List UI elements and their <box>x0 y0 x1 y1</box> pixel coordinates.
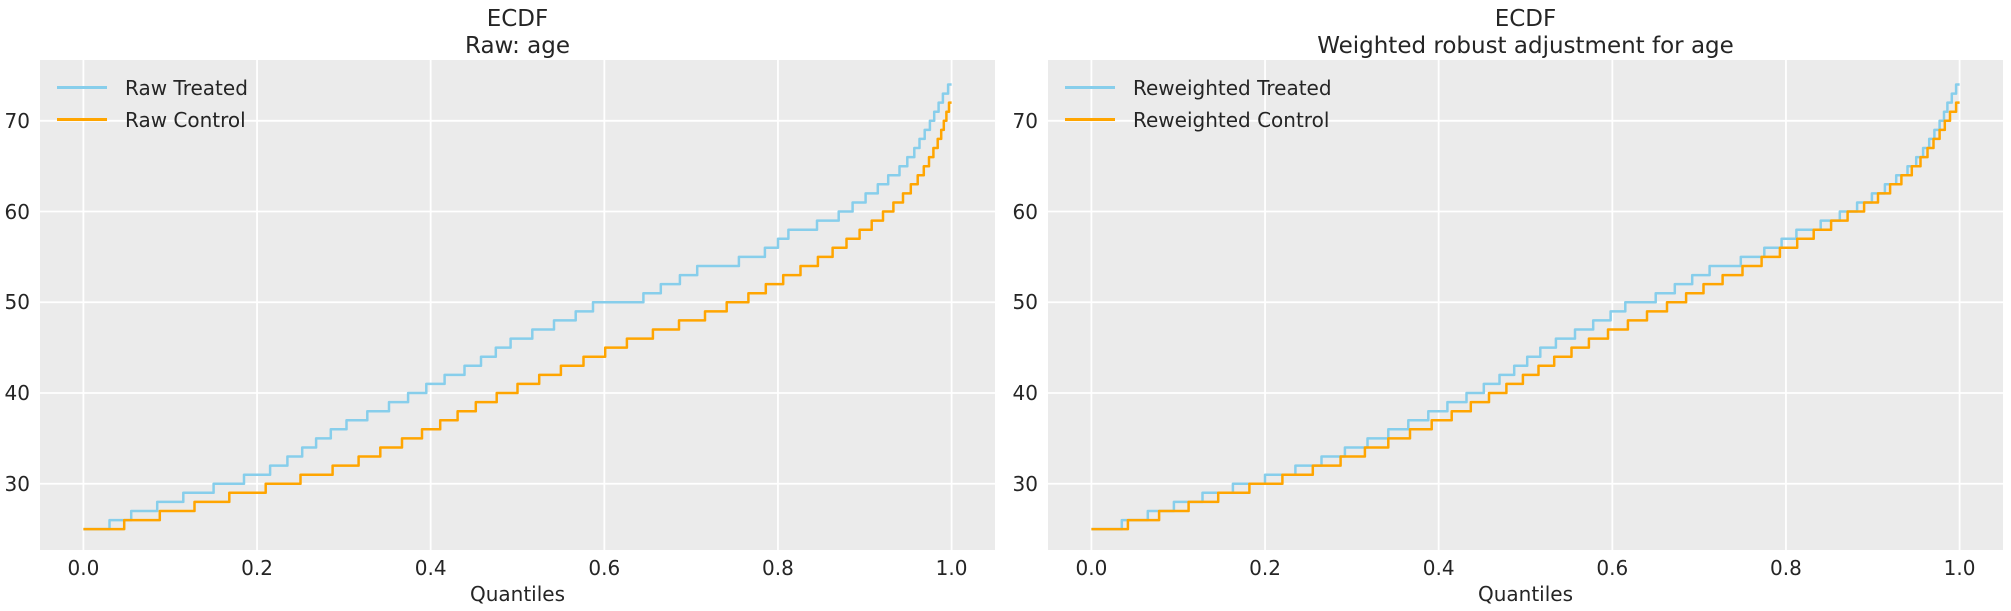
legend-label: Raw Control <box>125 107 246 132</box>
left-chart-legend: Raw Treated Raw Control <box>57 75 248 132</box>
right-x-axis-label: Quantiles <box>1477 582 1574 606</box>
y-tick-label: 30 <box>4 471 30 496</box>
left-chart-title-line2: Raw: age <box>464 33 571 59</box>
y-tick-label: 70 <box>4 108 30 133</box>
left-x-axis-label: Quantiles <box>469 582 566 606</box>
y-tick-label: 50 <box>4 290 30 315</box>
y-tick-label: 40 <box>1012 381 1038 406</box>
right-chart-legend: Reweighted Treated Reweighted Control <box>1065 75 1332 132</box>
right-chart-title-line1: ECDF <box>1494 6 1557 32</box>
control-line-swatch <box>1065 118 1115 121</box>
x-tick-label: 0.0 <box>1075 556 1108 580</box>
control-line-swatch <box>57 118 107 121</box>
raw-control-line <box>83 101 952 531</box>
x-tick-label: 0.6 <box>1596 556 1629 580</box>
y-tick-label: 50 <box>1012 290 1038 315</box>
y-tick-label: 70 <box>1012 108 1038 133</box>
raw-treated-line <box>83 83 952 531</box>
legend-item-reweighted-treated: Reweighted Treated <box>1065 75 1332 100</box>
reweighted-control-line <box>1091 101 1960 531</box>
right-chart-title-line2: Weighted robust adjustment for age <box>1317 33 1734 59</box>
legend-item-reweighted-control: Reweighted Control <box>1065 107 1332 132</box>
left-chart-title-line1: ECDF <box>486 6 549 32</box>
plot-area-right <box>1048 60 2003 550</box>
y-tick-label: 40 <box>4 381 30 406</box>
x-tick-label: 0.4 <box>1422 556 1455 580</box>
legend-label: Reweighted Control <box>1133 107 1330 132</box>
y-tick-label: 60 <box>1012 199 1038 224</box>
x-tick-label: 0.2 <box>241 556 273 580</box>
x-tick-label: 0.0 <box>67 556 100 580</box>
right-chart-title: ECDF Weighted robust adjustment for age <box>1048 6 2003 60</box>
x-tick-label: 0.8 <box>762 556 794 580</box>
treated-line-swatch <box>57 86 107 89</box>
x-tick-label: 0.4 <box>414 556 447 580</box>
x-tick-label: 0.8 <box>1770 556 1802 580</box>
y-tick-label: 30 <box>1012 471 1038 496</box>
x-tick-label: 1.0 <box>1943 556 1976 580</box>
legend-label: Reweighted Treated <box>1133 75 1332 100</box>
legend-item-raw-control: Raw Control <box>57 107 248 132</box>
x-tick-label: 0.2 <box>1249 556 1281 580</box>
x-tick-label: 0.6 <box>588 556 621 580</box>
left-chart-title: ECDF Raw: age <box>40 6 995 60</box>
legend-label: Raw Treated <box>125 75 248 100</box>
plot-area-left <box>40 60 995 550</box>
x-tick-label: 1.0 <box>935 556 968 580</box>
legend-item-raw-treated: Raw Treated <box>57 75 248 100</box>
treated-line-swatch <box>1065 86 1115 89</box>
y-tick-label: 60 <box>4 199 30 224</box>
